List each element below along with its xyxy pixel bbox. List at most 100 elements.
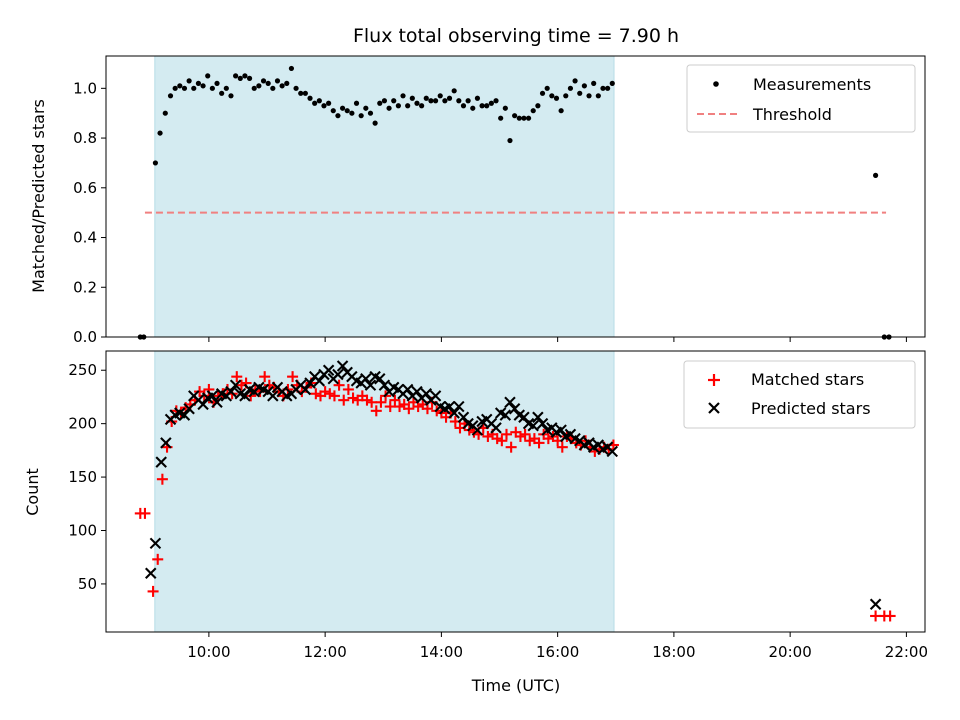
predicted-point [453, 400, 465, 413]
measurement-point [423, 95, 429, 101]
series-predicted-stars [145, 360, 882, 610]
ratio-panel: 0.0 0.2 0.4 0.6 0.8 1.0 Matched/Predicted sta… [29, 55, 926, 346]
measurement-point [498, 115, 504, 121]
ratio-observing-window [154, 55, 615, 338]
measurement-point [330, 108, 336, 114]
measurement-point [191, 85, 197, 91]
predicted-point [457, 411, 470, 423]
y-tick-label: 250 [68, 361, 97, 379]
matched-point [519, 428, 531, 440]
predicted-point [429, 390, 442, 402]
measurement-point [353, 100, 360, 106]
legend-threshold-label: Threshold [752, 105, 832, 124]
y-tick-label: 100 [68, 521, 97, 539]
x-tick-label: 10:00 [187, 643, 230, 661]
measurement-point [428, 98, 434, 104]
measurement-point [479, 103, 485, 109]
measurement-point [460, 103, 467, 109]
measurement-point [228, 93, 234, 99]
measurement-point [535, 103, 541, 109]
measurement-point [157, 130, 163, 136]
predicted-point [374, 373, 386, 385]
predicted-point [499, 409, 512, 421]
measurement-point [181, 85, 188, 91]
measurement-point [312, 100, 318, 106]
measurement-point [400, 93, 406, 99]
predicted-point [332, 368, 344, 381]
measurement-point [539, 90, 546, 96]
y-tick-label: 0.8 [73, 129, 97, 147]
measurement-point [326, 100, 332, 106]
predicted-point [401, 383, 414, 396]
count-panel: 50 100 150 200 250 10:00 12:00 14:00 16:00 18:00… [23, 350, 928, 695]
measurement-point [214, 80, 220, 86]
matched-point [505, 441, 517, 453]
predicted-point [411, 385, 423, 398]
predicted-point [183, 402, 195, 415]
measurement-point [474, 95, 481, 101]
measurement-point [260, 78, 267, 84]
count-plot-frame [105, 350, 926, 633]
predicted-point [197, 398, 209, 411]
ratio-legend-box [686, 64, 916, 133]
measurement-point [335, 113, 341, 119]
measurement-point [516, 115, 522, 121]
predicted-point [211, 396, 223, 409]
measurement-point [288, 65, 295, 72]
matched-point [328, 390, 340, 402]
matched-point [231, 371, 243, 383]
measurement-point [270, 85, 276, 91]
measurement-point [432, 98, 439, 104]
predicted-point [869, 598, 882, 610]
matched-point [259, 371, 271, 383]
predicted-point [536, 417, 549, 430]
measurement-point [381, 98, 388, 104]
measurement-point [465, 98, 471, 104]
measurement-point [251, 85, 257, 91]
matched-point [370, 405, 382, 417]
measurement-point [600, 85, 606, 91]
predicted-point [267, 390, 279, 402]
predicted-point [313, 375, 326, 387]
matched-point [403, 403, 415, 415]
predicted-point [229, 379, 242, 391]
measurement-point [186, 78, 192, 84]
chart-title: Flux total observing time = 7.90 h [353, 25, 679, 47]
measurement-point [344, 108, 350, 114]
legend-predicted-marker [708, 402, 720, 414]
matched-point [338, 394, 350, 406]
predicted-point [336, 360, 349, 372]
predicted-point [518, 411, 530, 423]
measurement-point [591, 80, 597, 86]
measurement-point [386, 105, 392, 111]
measurement-point [558, 108, 564, 114]
predicted-point [606, 445, 619, 458]
measurement-point [563, 93, 569, 99]
x-axis-label: Time (UTC) [471, 676, 560, 695]
matched-point [375, 396, 387, 408]
x-tick-label: 22:00 [885, 643, 928, 661]
measurement-point [172, 85, 178, 91]
measurement-point [284, 80, 290, 86]
matched-point [496, 435, 508, 447]
measurement-point [167, 93, 174, 99]
measurement-point [572, 78, 578, 84]
measurement-point [553, 95, 560, 101]
measurement-point [242, 73, 248, 79]
measurement-point [298, 90, 304, 96]
measurement-point [200, 83, 206, 89]
predicted-point [225, 385, 237, 398]
legend-predicted-label: Predicted stars [751, 399, 871, 418]
legend-measurements-label: Measurements [753, 75, 871, 94]
matched-point [556, 441, 568, 453]
x-tick-label: 16:00 [536, 643, 579, 661]
measurement-point [530, 108, 536, 114]
measurement-point [265, 80, 271, 86]
predicted-point [322, 364, 335, 376]
measurement-point [525, 115, 532, 121]
measurement-point [544, 85, 550, 91]
predicted-point [490, 422, 502, 434]
predicted-point [532, 411, 544, 423]
matched-point [152, 553, 164, 565]
measurement-point [446, 95, 453, 101]
